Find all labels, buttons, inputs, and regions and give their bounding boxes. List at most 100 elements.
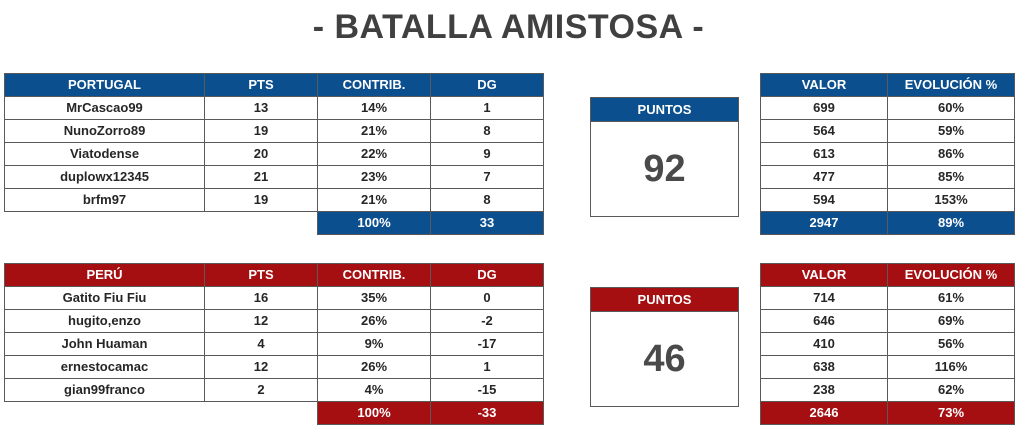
- valor-header: VALOR: [760, 263, 888, 287]
- total-evolucion: 89%: [887, 211, 1015, 235]
- player-pts: 4: [204, 332, 318, 356]
- team1-puntos-value: 92: [591, 121, 738, 216]
- player-valor: 238: [760, 378, 888, 402]
- player-contrib: 21%: [317, 188, 431, 212]
- player-dg: 0: [430, 286, 544, 310]
- team1-total-row: 100% 33: [5, 211, 544, 235]
- player-evolucion: 60%: [887, 96, 1015, 120]
- team2-valor-total-row: 2646 73%: [760, 401, 1015, 425]
- player-contrib: 23%: [317, 165, 431, 189]
- player-contrib: 35%: [317, 286, 431, 310]
- contrib-header: CONTRIB.: [317, 73, 431, 97]
- player-pts: 12: [204, 309, 318, 333]
- table-row: 564 59%: [760, 119, 1015, 143]
- table-row: 613 86%: [760, 142, 1015, 166]
- player-pts: 20: [204, 142, 318, 166]
- player-valor: 699: [760, 96, 888, 120]
- team2-valor-table: VALOR EVOLUCIÓN % 714 61% 646 69% 410 56…: [760, 263, 1015, 425]
- player-name: brfm97: [4, 188, 205, 212]
- team2-name: PERÚ: [4, 263, 205, 287]
- team1-puntos-box: PUNTOS 92: [590, 97, 739, 217]
- table-row: 410 56%: [760, 332, 1015, 356]
- player-dg: -15: [430, 378, 544, 402]
- player-valor: 410: [760, 332, 888, 356]
- player-evolucion: 56%: [887, 332, 1015, 356]
- dg-header: DG: [430, 73, 544, 97]
- team2-table: PERÚ PTS CONTRIB. DG Gatito Fiu Fiu 16 3…: [4, 263, 544, 425]
- player-name: Viatodense: [4, 142, 205, 166]
- player-name: John Huaman: [4, 332, 205, 356]
- table-row: 714 61%: [760, 286, 1015, 310]
- player-evolucion: 59%: [887, 119, 1015, 143]
- table-row: 646 69%: [760, 309, 1015, 333]
- player-contrib: 9%: [317, 332, 431, 356]
- player-pts: 16: [204, 286, 318, 310]
- empty-cell: [205, 212, 318, 235]
- pts-header: PTS: [204, 263, 318, 287]
- team1-valor-header-row: VALOR EVOLUCIÓN %: [760, 73, 1015, 97]
- table-row: brfm97 19 21% 8: [4, 188, 544, 212]
- player-pts: 19: [204, 188, 318, 212]
- table-row: NunoZorro89 19 21% 8: [4, 119, 544, 143]
- pts-header: PTS: [204, 73, 318, 97]
- table-row: Viatodense 20 22% 9: [4, 142, 544, 166]
- player-contrib: 4%: [317, 378, 431, 402]
- player-evolucion: 86%: [887, 142, 1015, 166]
- dg-header: DG: [430, 263, 544, 287]
- player-name: ernestocamac: [4, 355, 205, 379]
- team2-total-row: 100% -33: [5, 401, 544, 425]
- total-valor: 2947: [760, 211, 888, 235]
- player-valor: 613: [760, 142, 888, 166]
- player-valor: 714: [760, 286, 888, 310]
- team1-valor-total-row: 2947 89%: [760, 211, 1015, 235]
- valor-header: VALOR: [760, 73, 888, 97]
- table-row: 594 153%: [760, 188, 1015, 212]
- player-pts: 19: [204, 119, 318, 143]
- player-dg: 8: [430, 119, 544, 143]
- player-valor: 646: [760, 309, 888, 333]
- empty-cell: [5, 212, 205, 235]
- total-contrib: 100%: [317, 211, 431, 235]
- table-row: duplowx12345 21 23% 7: [4, 165, 544, 189]
- player-dg: -17: [430, 332, 544, 356]
- table-row: 477 85%: [760, 165, 1015, 189]
- puntos-header: PUNTOS: [591, 288, 738, 311]
- table-row: hugito,enzo 12 26% -2: [4, 309, 544, 333]
- player-contrib: 22%: [317, 142, 431, 166]
- player-dg: 9: [430, 142, 544, 166]
- player-pts: 13: [204, 96, 318, 120]
- total-evolucion: 73%: [887, 401, 1015, 425]
- contrib-header: CONTRIB.: [317, 263, 431, 287]
- empty-cell: [5, 402, 205, 425]
- player-contrib: 26%: [317, 309, 431, 333]
- player-name: MrCascao99: [4, 96, 205, 120]
- team2-valor-header-row: VALOR EVOLUCIÓN %: [760, 263, 1015, 287]
- total-valor: 2646: [760, 401, 888, 425]
- player-dg: 8: [430, 188, 544, 212]
- player-dg: 7: [430, 165, 544, 189]
- player-name: NunoZorro89: [4, 119, 205, 143]
- player-valor: 564: [760, 119, 888, 143]
- table-row: gian99franco 2 4% -15: [4, 378, 544, 402]
- table-row: 238 62%: [760, 378, 1015, 402]
- player-evolucion: 153%: [887, 188, 1015, 212]
- player-pts: 2: [204, 378, 318, 402]
- player-name: hugito,enzo: [4, 309, 205, 333]
- page-title: - BATALLA AMISTOSA -: [312, 8, 705, 46]
- table-row: 638 116%: [760, 355, 1015, 379]
- player-pts: 21: [204, 165, 318, 189]
- team1-table: PORTUGAL PTS CONTRIB. DG MrCascao99 13 1…: [4, 73, 544, 235]
- player-evolucion: 61%: [887, 286, 1015, 310]
- table-row: ernestocamac 12 26% 1: [4, 355, 544, 379]
- evolucion-header: EVOLUCIÓN %: [887, 73, 1015, 97]
- player-dg: 1: [430, 96, 544, 120]
- table-row: MrCascao99 13 14% 1: [4, 96, 544, 120]
- team1-header-row: PORTUGAL PTS CONTRIB. DG: [4, 73, 544, 97]
- player-pts: 12: [204, 355, 318, 379]
- team1-valor-table: VALOR EVOLUCIÓN % 699 60% 564 59% 613 86…: [760, 73, 1015, 235]
- table-row: 699 60%: [760, 96, 1015, 120]
- player-valor: 638: [760, 355, 888, 379]
- total-dg: 33: [430, 211, 544, 235]
- evolucion-header: EVOLUCIÓN %: [887, 263, 1015, 287]
- player-evolucion: 116%: [887, 355, 1015, 379]
